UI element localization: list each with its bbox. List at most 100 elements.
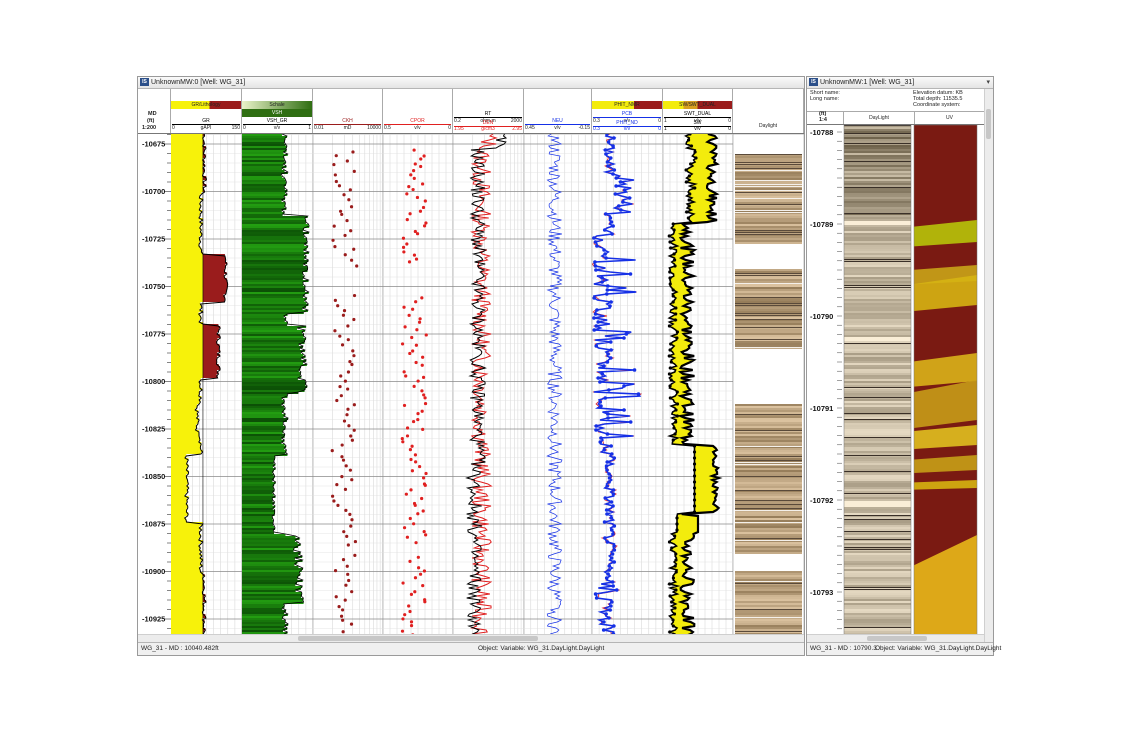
curve-min-phit: 0.3 [593, 118, 600, 124]
coordinate-system: Coordinate system: [913, 102, 961, 108]
vertical-scrollbar[interactable] [984, 89, 993, 643]
swatch-sw: SW/SWT_DUAL [663, 101, 732, 109]
col-uv-header: UV [914, 112, 985, 124]
status-depth: WG_31 - MD : 10790.3 [810, 645, 877, 652]
curve2-unit-rt: g/cm3 [481, 126, 495, 132]
curve-max-ckh: 10000 [367, 125, 381, 131]
curve2-min-phit: 0.3 [593, 126, 600, 132]
depth-label: -10900 [142, 567, 165, 576]
rt-den-curves [465, 134, 508, 636]
track-header-sw[interactable]: SW/SWT_DUAL SWT_DUAL 1 v/v 0 SW 1 v/v 0 [663, 89, 733, 133]
md-label: MD [148, 111, 157, 117]
chevron-down-icon[interactable]: ▾ [986, 79, 990, 86]
elevation-datum: Elevation datum: KB [913, 90, 963, 96]
log-plot[interactable]: -10675 -10700 -10725 -10750 -10775 -10800 -108… [138, 134, 804, 636]
track-header-cpor[interactable]: CPOR 0.5 v/v 0 [383, 89, 453, 133]
track-cpor[interactable] [382, 134, 454, 636]
track-header-ckh[interactable]: CKH 0.01 mD 10000 [313, 89, 383, 133]
window-title: UnknownMW:0 [Well: WG_31] [151, 79, 246, 86]
depth-label: -10725 [142, 235, 165, 244]
curve-unit-neu: v/v [554, 125, 561, 131]
gr-curve [171, 134, 229, 636]
curve2-unit-phit: v/v [623, 126, 631, 132]
md-unit: (ft) [147, 118, 155, 124]
curve-max-vsh: 1 [308, 125, 311, 131]
app-icon: IS [809, 78, 818, 86]
scrollbar-thumb[interactable] [867, 636, 927, 641]
curve-unit-rt: ohm.m [480, 118, 496, 124]
depth-track: -10675 -10700 -10725 -10750 -10775 -10800 -108… [138, 134, 171, 636]
curve2-name-phit: PHIT_ND [616, 120, 638, 126]
track-header-rt[interactable]: RT 0.2 ohm.m 2000 DEN 1.95 g/cm3 2.95 [453, 89, 524, 133]
depth-scale: 1:4 [819, 117, 827, 123]
track-rt[interactable] [452, 134, 525, 636]
curve-name-neu: NEU [552, 118, 563, 124]
track-header-daylight[interactable]: Daylight [733, 89, 804, 133]
curve2-name-rt: DEN [482, 120, 494, 126]
track-ckh[interactable] [312, 134, 384, 636]
col-daylight-header: DayLight [843, 112, 915, 124]
depth-label: -10800 [142, 377, 165, 386]
depth-label: -10675 [142, 140, 165, 149]
curve-max-phit: 0 [658, 118, 661, 124]
curve-unit-ckh: mD [343, 125, 352, 131]
status-bar: WG_31 - MD : 10790.3 Object: Variable: W… [807, 642, 1001, 655]
track-header-neu[interactable]: NEU 0.45 v/v -0.15 [524, 89, 592, 133]
status-object: Object: Variable: WG_31.DayLight.DayLigh… [875, 645, 1002, 652]
swatch-vsh: Schale [242, 101, 312, 109]
image-depth-label: -10793 [810, 588, 833, 597]
curve-name-ckh: CKH [342, 118, 353, 124]
image-track-header: (ft) 1:4 DayLight UV [807, 111, 985, 125]
curve2-min-sw: 1 [664, 126, 667, 132]
curve-name-rt: RT [484, 111, 492, 117]
status-depth: WG_31 - MD : 10040.482ft [141, 645, 219, 652]
depth-label: -10925 [142, 615, 165, 624]
curve2-min-rt: 1.95 [454, 126, 464, 132]
app-icon: IS [140, 78, 149, 86]
horizontal-scrollbar[interactable] [138, 634, 804, 643]
track-header-vsh[interactable]: Schale VSH VSH_GR 0 v/v 1 [242, 89, 313, 133]
image-depth-label: -10791 [810, 404, 833, 413]
curve-name-phit: PCB [621, 111, 633, 117]
log-window-main[interactable]: IS UnknownMW:0 [Well: WG_31] MD (ft) 1:2… [137, 76, 805, 656]
window-titlebar[interactable]: IS UnknownMW:0 [Well: WG_31] [138, 77, 804, 89]
short-name: Short name: [810, 90, 840, 96]
phit-curves [591, 134, 643, 636]
curve-name-sw: SWT_DUAL [683, 111, 712, 117]
swatch2-vsh: VSH [242, 109, 312, 117]
curve2-max-phit: 0 [658, 126, 661, 132]
image-depth-label: -10792 [810, 496, 833, 505]
curve-unit-sw: v/v [694, 118, 701, 124]
daylight-core-image [735, 154, 802, 635]
curve-max-rt: 2000 [510, 118, 522, 124]
curve2-max-rt: 2.95 [512, 126, 522, 132]
curve2-max-sw: 0 [728, 126, 731, 132]
scrollbar-thumb[interactable] [298, 636, 538, 641]
md-scale: 1:200 [142, 125, 157, 131]
curve-unit-gr: gAPI [200, 125, 212, 131]
depth-label: -10750 [142, 282, 165, 291]
track-header-phit[interactable]: PHIT_NMR PCB 0.3 v/v 0 PHIT_ND 0.3 v/v 0 [592, 89, 663, 133]
ckh-points [330, 150, 359, 636]
window-title: UnknownMW:1 [Well: WG_31] [820, 79, 915, 86]
depth-label: -10700 [142, 187, 165, 196]
curve2-name-sw: SW [693, 120, 702, 126]
track-neu[interactable] [523, 134, 593, 636]
curve-max-sw: 0 [728, 118, 731, 124]
scrollbar-thumb[interactable] [986, 109, 991, 139]
depth-label: -10875 [142, 520, 165, 529]
status-object: Object: Variable: WG_31.DayLight.DayLigh… [478, 645, 605, 652]
track-header-gr[interactable]: GR/Lithology GR 0 gAPI 150 [171, 89, 242, 133]
swatch-gr: GR/Lithology [171, 101, 241, 109]
uv-image-column [913, 125, 978, 636]
curve-min-ckh: 0.01 [314, 125, 324, 131]
curve2-unit-sw: v/v [694, 126, 701, 132]
core-image-plot[interactable]: -10788 -10789 -10790 -10791 -10792 -10793 [807, 125, 985, 636]
window-titlebar[interactable]: IS UnknownMW:1 [Well: WG_31] ▾ [807, 77, 993, 89]
horizontal-scrollbar[interactable] [807, 634, 984, 643]
curve-min-cpor: 0.5 [384, 125, 391, 131]
curve-max-cpor: 0 [448, 125, 451, 131]
log-window-image[interactable]: IS UnknownMW:1 [Well: WG_31] ▾ Short nam… [806, 76, 1001, 656]
curve-min-rt: 0.2 [454, 118, 461, 124]
curve-name-cpor: CPOR [410, 118, 425, 124]
